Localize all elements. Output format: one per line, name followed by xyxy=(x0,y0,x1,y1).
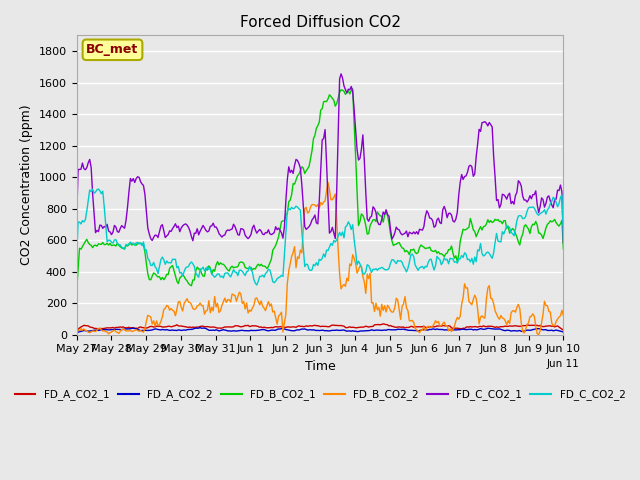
FD_A_CO2_2 xyxy=(180,327,188,333)
FD_B_CO2_1 xyxy=(472,234,480,240)
Line: FD_B_CO2_2: FD_B_CO2_2 xyxy=(77,182,563,335)
FD_B_CO2_2 xyxy=(348,263,355,268)
FD_A_CO2_1 xyxy=(559,327,567,333)
FD_C_CO2_2 xyxy=(182,265,189,271)
FD_B_CO2_2 xyxy=(324,180,332,185)
FD_B_CO2_2 xyxy=(79,327,86,333)
FD_B_CO2_1 xyxy=(559,246,567,252)
FD_A_CO2_1 xyxy=(346,324,354,330)
FD_C_CO2_2 xyxy=(349,222,356,228)
FD_C_CO2_1 xyxy=(218,234,226,240)
FD_A_CO2_2 xyxy=(472,327,480,333)
FD_B_CO2_2 xyxy=(559,312,567,318)
FD_A_CO2_1 xyxy=(472,324,480,330)
FD_C_CO2_1 xyxy=(79,160,86,166)
FD_B_CO2_2 xyxy=(73,329,81,335)
FD_C_CO2_1 xyxy=(478,120,486,126)
FD_C_CO2_2 xyxy=(253,282,260,288)
FD_C_CO2_1 xyxy=(348,84,355,89)
FD_B_CO2_2 xyxy=(472,296,480,301)
FD_B_CO2_1 xyxy=(349,86,356,92)
Y-axis label: CO2 Concentration (ppm): CO2 Concentration (ppm) xyxy=(20,105,33,265)
FD_A_CO2_1 xyxy=(79,324,86,329)
FD_B_CO2_1 xyxy=(346,91,354,97)
FD_A_CO2_2 xyxy=(79,328,86,334)
FD_B_CO2_2 xyxy=(478,313,486,319)
FD_B_CO2_1 xyxy=(180,274,188,279)
FD_B_CO2_2 xyxy=(180,300,188,306)
FD_C_CO2_2 xyxy=(95,186,102,192)
FD_A_CO2_2 xyxy=(348,328,355,334)
FD_B_CO2_1 xyxy=(218,261,226,267)
FD_A_CO2_2 xyxy=(220,327,227,333)
Text: BC_met: BC_met xyxy=(86,43,139,56)
FD_C_CO2_1 xyxy=(472,154,480,159)
Text: Jun 11: Jun 11 xyxy=(547,359,580,369)
FD_B_CO2_1 xyxy=(73,288,81,293)
FD_C_CO2_1 xyxy=(337,71,345,77)
Legend: FD_A_CO2_1, FD_A_CO2_2, FD_B_CO2_1, FD_B_CO2_2, FD_C_CO2_1, FD_C_CO2_2: FD_A_CO2_1, FD_A_CO2_2, FD_B_CO2_1, FD_B… xyxy=(10,385,630,404)
FD_C_CO2_2 xyxy=(79,218,86,224)
Line: FD_A_CO2_2: FD_A_CO2_2 xyxy=(77,328,563,333)
X-axis label: Time: Time xyxy=(305,360,335,373)
FD_B_CO2_2 xyxy=(218,302,226,308)
FD_B_CO2_2 xyxy=(535,332,543,337)
Title: Forced Diffusion CO2: Forced Diffusion CO2 xyxy=(239,15,401,30)
FD_A_CO2_1 xyxy=(180,324,188,329)
FD_C_CO2_1 xyxy=(73,217,81,223)
FD_C_CO2_2 xyxy=(474,247,481,253)
Line: FD_C_CO2_2: FD_C_CO2_2 xyxy=(77,189,563,285)
FD_B_CO2_1 xyxy=(478,227,486,233)
FD_A_CO2_2 xyxy=(73,330,81,336)
FD_C_CO2_2 xyxy=(220,275,227,281)
FD_A_CO2_1 xyxy=(73,327,81,333)
Line: FD_B_CO2_1: FD_B_CO2_1 xyxy=(77,89,563,290)
FD_C_CO2_2 xyxy=(73,255,81,261)
FD_B_CO2_1 xyxy=(79,244,86,250)
Line: FD_A_CO2_1: FD_A_CO2_1 xyxy=(77,324,563,330)
FD_C_CO2_1 xyxy=(180,222,188,228)
FD_C_CO2_2 xyxy=(479,253,487,259)
FD_C_CO2_1 xyxy=(559,240,567,246)
Line: FD_C_CO2_1: FD_C_CO2_1 xyxy=(77,74,563,243)
FD_A_CO2_2 xyxy=(559,329,567,335)
FD_A_CO2_1 xyxy=(218,325,226,331)
FD_A_CO2_1 xyxy=(478,324,486,330)
FD_A_CO2_2 xyxy=(196,325,204,331)
FD_A_CO2_2 xyxy=(478,326,486,332)
FD_C_CO2_2 xyxy=(559,236,567,241)
FD_A_CO2_1 xyxy=(380,321,387,327)
